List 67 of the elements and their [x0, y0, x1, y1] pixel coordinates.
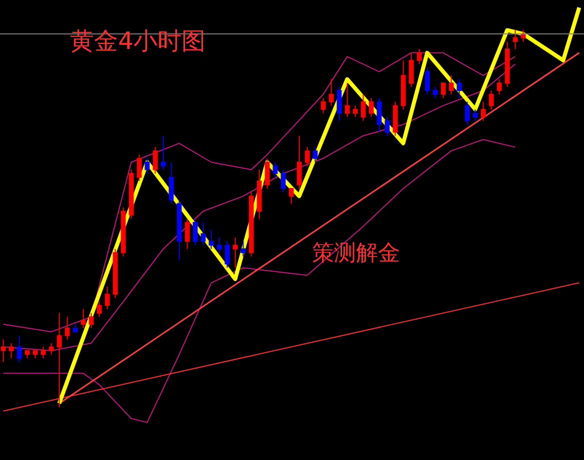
candlestick — [280, 169, 286, 193]
candlestick — [248, 192, 254, 257]
candlestick — [480, 101, 486, 122]
candlestick — [288, 188, 294, 204]
candlestick — [216, 237, 222, 254]
candlestick — [416, 48, 422, 65]
candlestick — [96, 301, 102, 318]
candlestick — [48, 342, 54, 355]
candlestick — [240, 240, 246, 257]
candlestick — [24, 350, 30, 359]
candlestick — [432, 86, 438, 99]
candlestick — [72, 324, 78, 332]
candlestick — [224, 240, 230, 268]
candlestick — [232, 237, 238, 268]
candlestick — [344, 82, 350, 118]
candlestick — [312, 146, 318, 163]
candlestick — [184, 218, 190, 250]
candlestick — [104, 286, 110, 310]
candlestick — [360, 94, 366, 122]
candlestick — [0, 338, 6, 362]
candlestick — [328, 78, 334, 106]
candlestick — [160, 135, 166, 170]
annotation: 策测解金 — [312, 241, 400, 266]
candlestick — [352, 105, 358, 118]
candlestick — [464, 101, 470, 125]
candlestick — [176, 199, 182, 261]
candlestick — [512, 30, 518, 50]
candlestick — [376, 98, 382, 132]
candlestick — [456, 78, 462, 99]
candlestick — [152, 146, 158, 174]
candlestick — [208, 230, 214, 250]
candlestick — [56, 312, 62, 408]
candlestick — [408, 52, 414, 88]
candlestick — [264, 158, 270, 190]
candlestick — [8, 342, 14, 359]
candlestick — [144, 158, 150, 174]
candlestick — [200, 222, 206, 246]
candlestick — [80, 308, 86, 329]
candlestick — [400, 60, 406, 110]
candlestick — [32, 350, 38, 359]
candlestick — [128, 169, 134, 220]
candlestick — [496, 78, 502, 95]
candlestick — [64, 316, 70, 340]
candlestick — [304, 146, 310, 166]
candlestick — [392, 101, 398, 136]
candlestick — [440, 82, 446, 99]
candlestick — [504, 40, 510, 88]
candlestick — [88, 312, 94, 329]
candlestick — [272, 162, 278, 178]
candlestick — [472, 108, 478, 122]
chart-title: 黄金4小时图 — [70, 27, 206, 55]
candlestick — [192, 218, 198, 246]
candlestick — [424, 67, 430, 95]
candlestick — [336, 86, 342, 122]
candlestick — [16, 335, 22, 362]
candlestick — [168, 162, 174, 204]
candlestick — [448, 74, 454, 95]
candlestick — [320, 98, 326, 114]
candlestick — [40, 346, 46, 359]
candlestick — [384, 116, 390, 136]
candlestick — [296, 135, 302, 190]
candlestick — [120, 206, 126, 257]
candlestick — [136, 154, 142, 182]
candlestick — [256, 169, 262, 220]
candlestick — [488, 90, 494, 110]
candlestick — [368, 98, 374, 118]
candlestick — [112, 248, 118, 298]
